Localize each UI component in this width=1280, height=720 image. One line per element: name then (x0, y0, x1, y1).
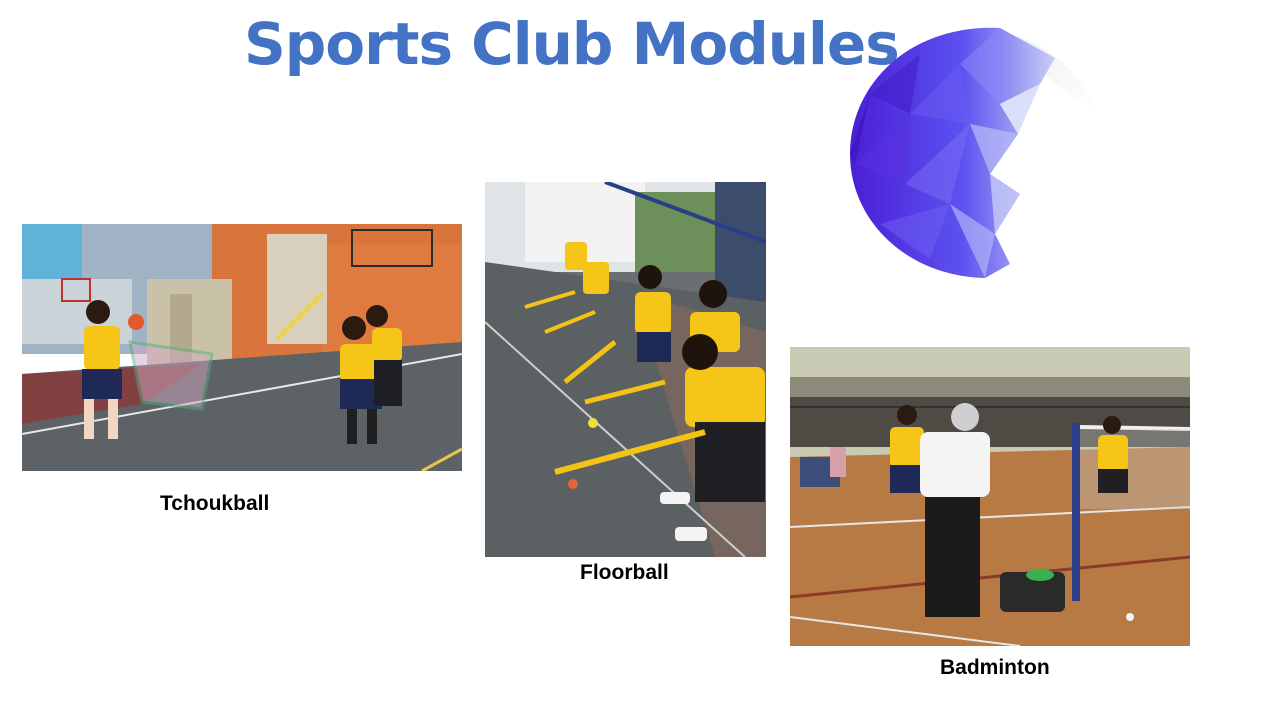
badminton-caption: Badminton (940, 656, 1050, 679)
tchoukball-caption: Tchoukball (160, 492, 270, 515)
floorball-caption: Floorball (580, 561, 669, 584)
floorball-photo (485, 182, 766, 557)
tchoukball-photo (22, 224, 462, 471)
slide-title: Sports Club Modules (244, 10, 900, 78)
faceted-crescent-logo-icon (850, 27, 1100, 278)
badminton-photo (790, 347, 1190, 646)
